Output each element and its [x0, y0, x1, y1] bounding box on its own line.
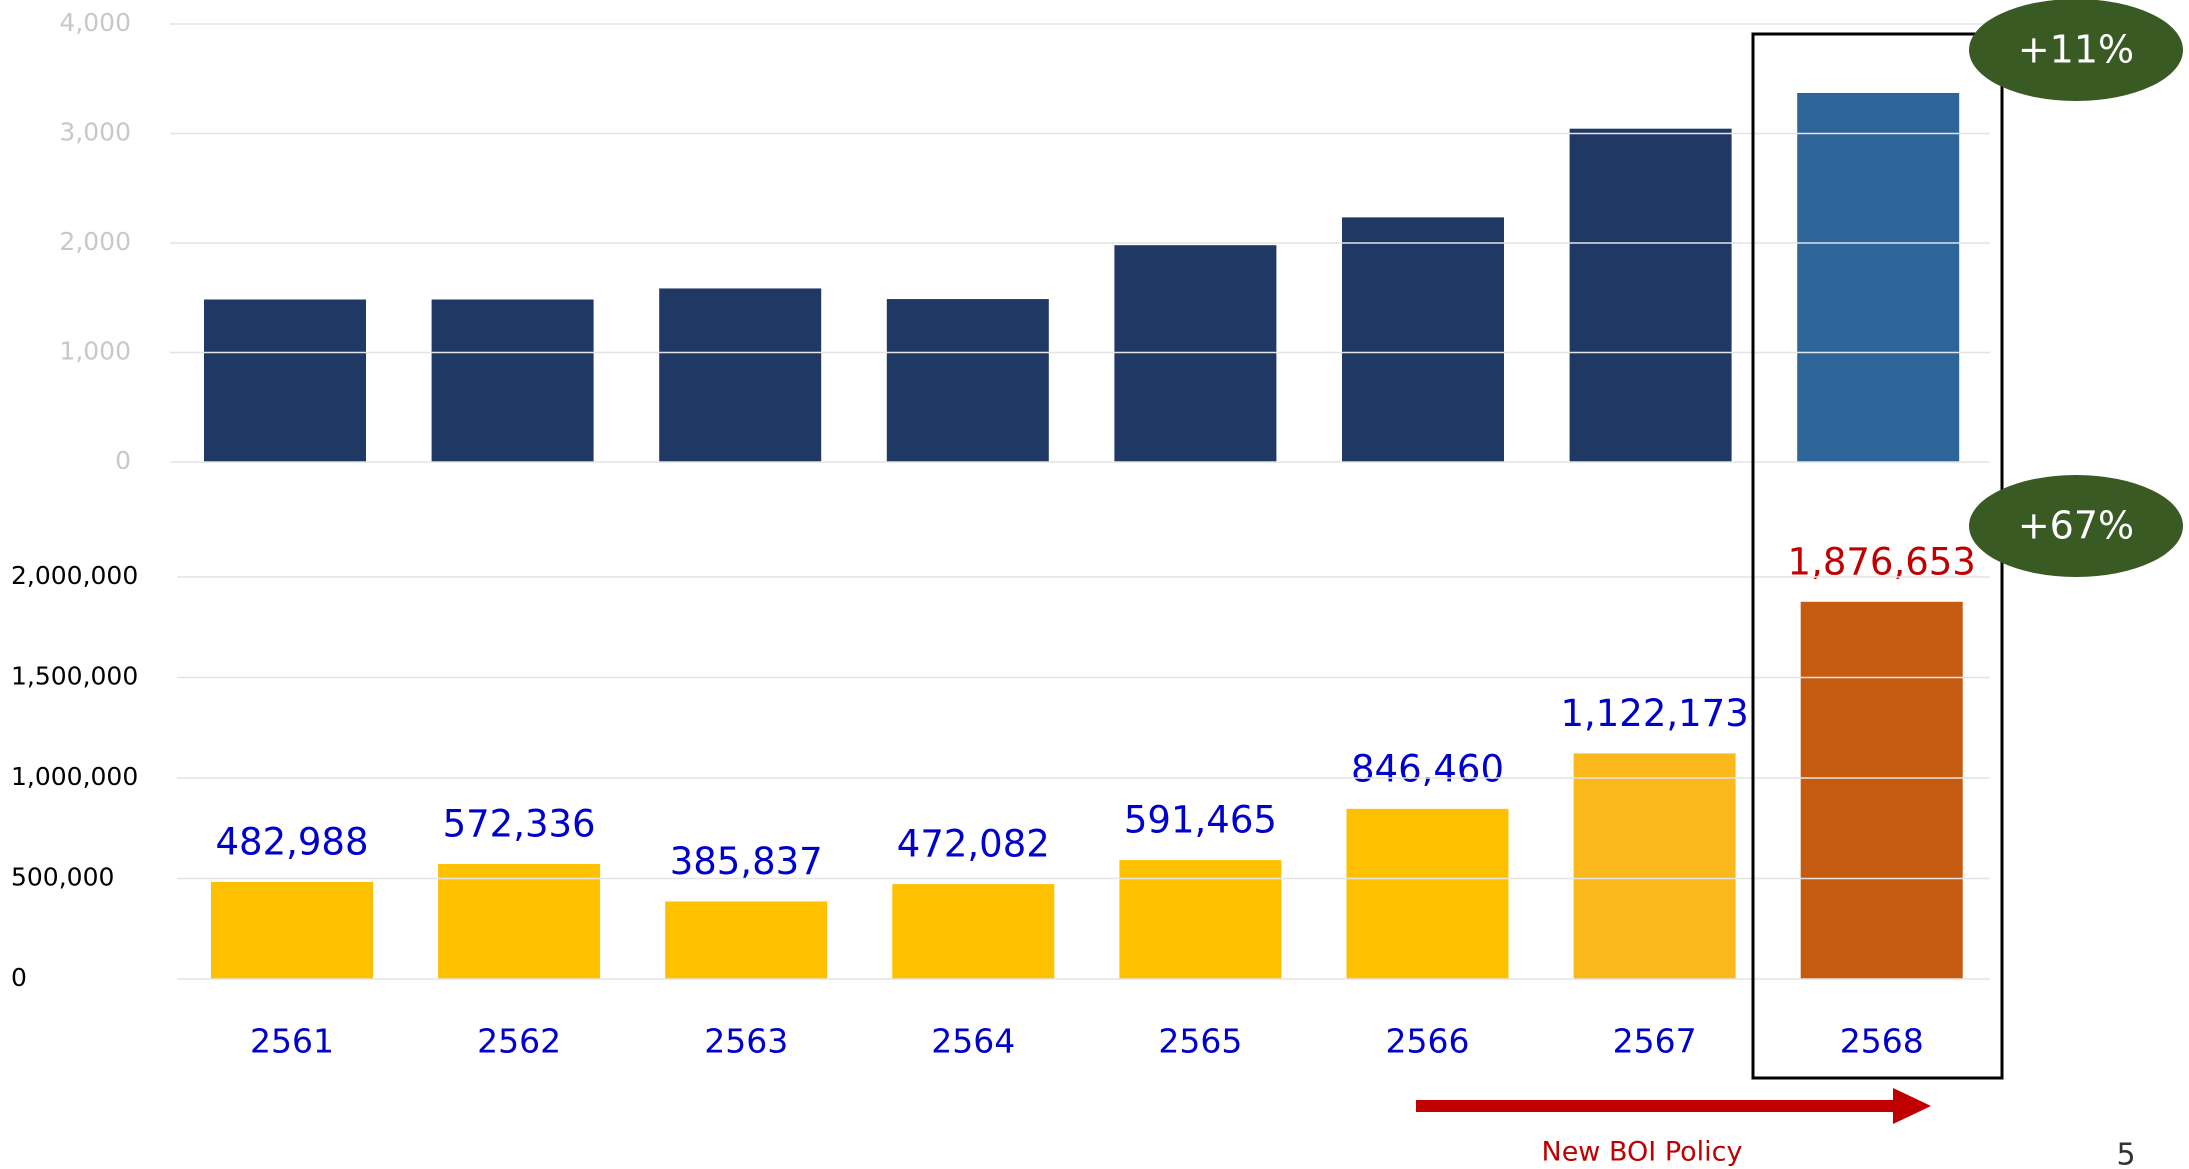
- bar: [886, 299, 1049, 462]
- bar: [431, 299, 594, 462]
- value-label: 591,465: [1124, 799, 1277, 842]
- bar: [892, 884, 1055, 979]
- x-tick-label: 2564: [931, 1022, 1015, 1061]
- x-tick-label: 2563: [704, 1022, 788, 1061]
- x-tick-label: 2567: [1613, 1022, 1697, 1061]
- y-tick-label: 0: [11, 963, 27, 992]
- y-tick-label: 1,000,000: [11, 762, 138, 791]
- y-tick-label: 0: [115, 446, 131, 475]
- value-label: 572,336: [443, 802, 596, 845]
- growth-badge: [1969, 0, 2183, 101]
- value-label: 472,082: [897, 823, 1050, 866]
- bar: [438, 863, 601, 979]
- growth-label: +67%: [2018, 504, 2134, 548]
- value-label: 1,122,173: [1560, 692, 1748, 735]
- bar: [659, 288, 822, 462]
- value-label: 482,988: [215, 820, 368, 863]
- y-tick-label: 4,000: [59, 8, 131, 37]
- policy-arrow-head: [1893, 1088, 1931, 1124]
- bar: [1342, 217, 1504, 462]
- growth-label: +11%: [2018, 28, 2134, 72]
- bar: [1114, 245, 1277, 462]
- x-tick-label: 2562: [477, 1022, 561, 1061]
- y-tick-label: 3,000: [59, 118, 131, 147]
- bar: [204, 299, 366, 462]
- bar: [1797, 92, 1960, 463]
- x-tick-label: 2565: [1158, 1022, 1242, 1061]
- bar: [1573, 753, 1736, 979]
- y-tick-label: 2,000: [59, 227, 131, 256]
- value-label: 1,876,653: [1788, 540, 1976, 583]
- x-tick-label: 2568: [1840, 1022, 1924, 1061]
- bar: [665, 901, 828, 979]
- y-tick-label: 1,000: [59, 337, 131, 366]
- bar: [1569, 128, 1732, 462]
- y-tick-label: 1,500,000: [11, 662, 138, 691]
- y-tick-label: 2,000,000: [11, 561, 138, 590]
- bar: [1800, 601, 1963, 979]
- bar: [1346, 808, 1509, 979]
- growth-badge: [1969, 475, 2183, 577]
- x-tick-label: 2566: [1386, 1022, 1470, 1061]
- bar: [1119, 860, 1282, 979]
- value-label: 385,837: [670, 840, 823, 883]
- y-tick-label: 500,000: [11, 863, 114, 892]
- x-tick-label: 2561: [250, 1022, 334, 1061]
- page-number: 5: [2116, 1138, 2135, 1169]
- value-label: 846,460: [1351, 747, 1504, 790]
- policy-note: New BOI Policy: [1542, 1137, 1743, 1168]
- bar: [211, 881, 373, 979]
